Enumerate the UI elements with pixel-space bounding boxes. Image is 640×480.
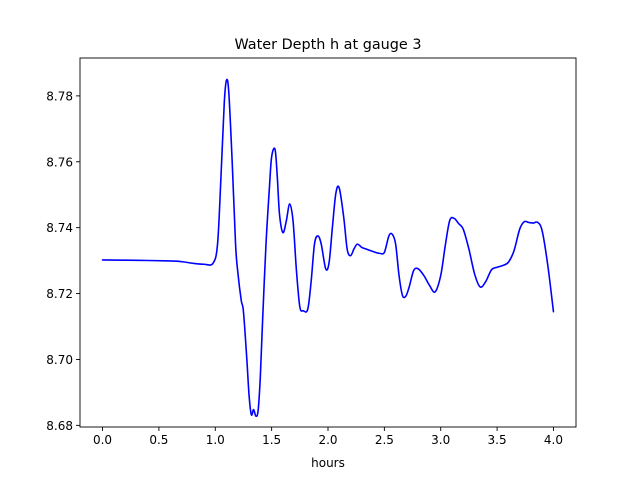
x-tick-label: 4.0 bbox=[544, 433, 563, 447]
x-tick-label: 2.5 bbox=[375, 433, 394, 447]
x-tick-label: 1.0 bbox=[206, 433, 225, 447]
y-tick-label: 8.70 bbox=[46, 353, 73, 367]
y-tick-label: 8.78 bbox=[46, 89, 73, 103]
x-tick-label: 3.5 bbox=[488, 433, 507, 447]
chart-title: Water Depth h at gauge 3 bbox=[234, 37, 421, 53]
y-axis: 8.68 8.70 8.72 8.74 8.76 8.78 bbox=[46, 89, 80, 433]
x-tick-label: 2.0 bbox=[318, 433, 337, 447]
x-tick-label: 1.5 bbox=[262, 433, 281, 447]
y-tick-label: 8.72 bbox=[46, 287, 73, 301]
x-axis-label: hours bbox=[311, 456, 345, 470]
y-tick-label: 8.76 bbox=[46, 155, 73, 169]
series-line bbox=[101, 78, 555, 418]
y-tick-label: 8.74 bbox=[46, 221, 73, 235]
x-tick-label: 0.5 bbox=[149, 433, 168, 447]
x-axis: 0.0 0.5 1.0 1.5 2.0 2.5 3.0 3.5 4.0 bbox=[93, 427, 563, 447]
plot-area bbox=[101, 78, 555, 418]
x-tick-label: 3.0 bbox=[431, 433, 450, 447]
x-tick-label: 0.0 bbox=[93, 433, 112, 447]
y-tick-label: 8.68 bbox=[46, 419, 73, 433]
